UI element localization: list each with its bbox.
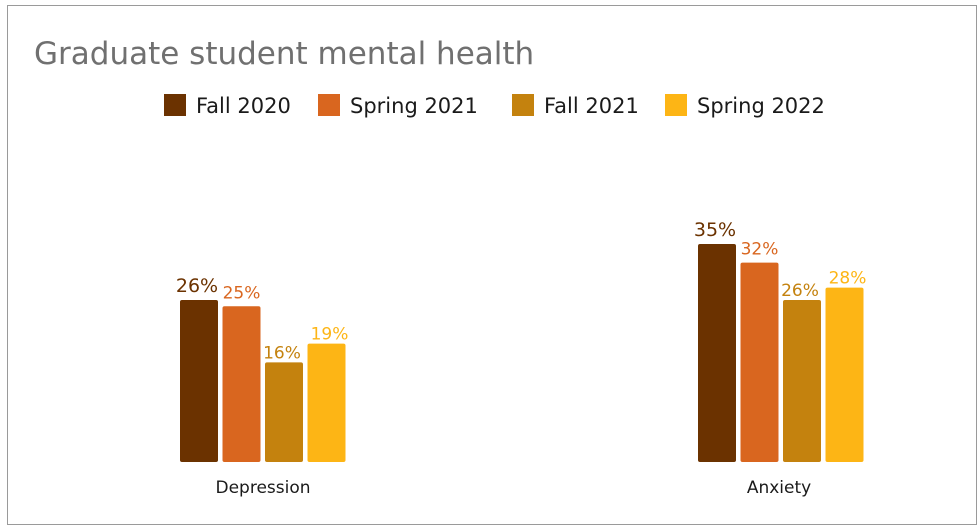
category-label-depression: Depression <box>215 478 310 498</box>
bar-anxiety-fall-2020 <box>698 244 736 462</box>
value-label-depression-fall-2021: 16% <box>263 343 301 363</box>
value-labels: 26% 25%16%19%35%32%26%28% <box>176 219 867 363</box>
bar-depression-spring-2022 <box>307 343 346 462</box>
value-label-depression-spring-2021: 25% <box>223 283 261 303</box>
legend-swatch-fall-2020 <box>164 94 186 116</box>
bar-anxiety-fall-2021 <box>783 300 821 462</box>
category-label-anxiety: Anxiety <box>747 478 811 498</box>
legend: Fall 2020 Spring 2021 Fall 2021 Spring 2022 <box>164 94 825 118</box>
category-labels: Depression Anxiety <box>215 478 811 498</box>
bar-depression-spring-2021 <box>222 306 261 462</box>
bars <box>180 244 864 462</box>
value-label-anxiety-spring-2022: 28% <box>829 269 867 289</box>
legend-label-spring-2022: Spring 2022 <box>697 94 825 118</box>
bar-anxiety-spring-2021 <box>740 262 779 462</box>
value-label-anxiety-fall-2020: 35% <box>694 219 736 241</box>
legend-label-fall-2021: Fall 2021 <box>544 94 639 118</box>
value-label-anxiety-spring-2021: 32% <box>741 240 779 260</box>
value-label-anxiety-fall-2021: 26% <box>781 281 819 301</box>
bar-anxiety-spring-2022 <box>825 287 864 462</box>
legend-label-fall-2020: Fall 2020 <box>196 94 291 118</box>
legend-label-spring-2021: Spring 2021 <box>350 94 478 118</box>
chart-title: Graduate student mental health <box>34 36 534 72</box>
legend-swatch-spring-2022 <box>665 94 687 116</box>
value-label-depression-spring-2022: 19% <box>311 325 349 345</box>
bar-depression-fall-2020 <box>180 300 218 462</box>
legend-swatch-spring-2021 <box>318 94 340 116</box>
bar-depression-fall-2021 <box>265 362 303 462</box>
value-label-depression-fall-2020: 26% <box>176 275 218 297</box>
legend-swatch-fall-2021 <box>512 94 534 116</box>
